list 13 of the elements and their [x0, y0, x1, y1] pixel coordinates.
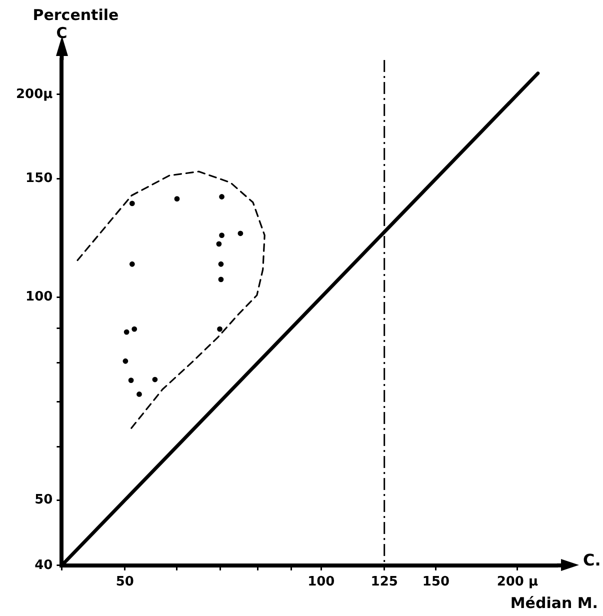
x-tick-label: 125: [370, 574, 398, 590]
y-tick-label: 150: [26, 171, 53, 186]
text: C.: [583, 550, 601, 570]
y-axis-title: Percentile C: [32, 6, 119, 42]
x-axis-title: Médian M.: [510, 594, 598, 612]
x-tick-label: 150: [422, 574, 450, 590]
y-tick-label: 200µ: [16, 86, 54, 102]
y-tick-label: 50: [34, 492, 53, 508]
y-tick-label: 100: [26, 290, 53, 305]
y-tick-label: 40: [34, 558, 53, 573]
x-tick-label: 50: [116, 574, 134, 590]
x-tick-label: 200 µ: [496, 574, 538, 590]
x-tick-label: 100: [308, 574, 335, 590]
